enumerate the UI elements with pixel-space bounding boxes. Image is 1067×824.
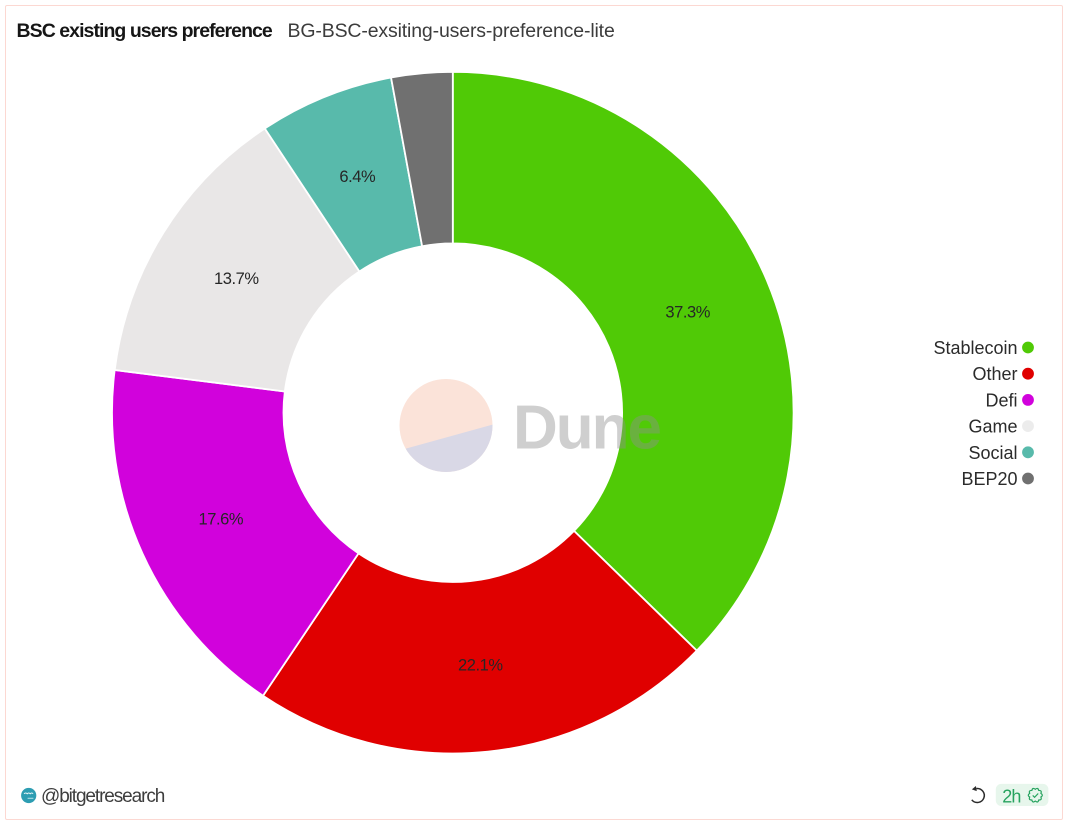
svg-text:BEP20: BEP20 — [961, 469, 1017, 489]
svg-text:Other: Other — [972, 364, 1017, 384]
svg-text:22.1%: 22.1% — [458, 657, 503, 675]
svg-text:@bitgetresearch: @bitgetresearch — [41, 786, 165, 807]
svg-text:Dune: Dune — [513, 394, 661, 463]
svg-text:BG-BSC-exsiting-users-preferen: BG-BSC-exsiting-users-preference-lite — [288, 20, 615, 42]
svg-text:Defi: Defi — [985, 390, 1017, 410]
svg-text:2h: 2h — [1002, 786, 1020, 806]
svg-text:13.7%: 13.7% — [214, 270, 259, 288]
svg-text:Stablecoin: Stablecoin — [933, 338, 1017, 358]
svg-text:Game: Game — [968, 417, 1017, 437]
svg-text:6.4%: 6.4% — [339, 168, 376, 186]
svg-text:17.6%: 17.6% — [199, 511, 244, 529]
svg-text:37.3%: 37.3% — [665, 304, 710, 322]
svg-text:BSC existing users preference: BSC existing users preference — [17, 20, 273, 42]
svg-text:Social: Social — [968, 443, 1017, 463]
